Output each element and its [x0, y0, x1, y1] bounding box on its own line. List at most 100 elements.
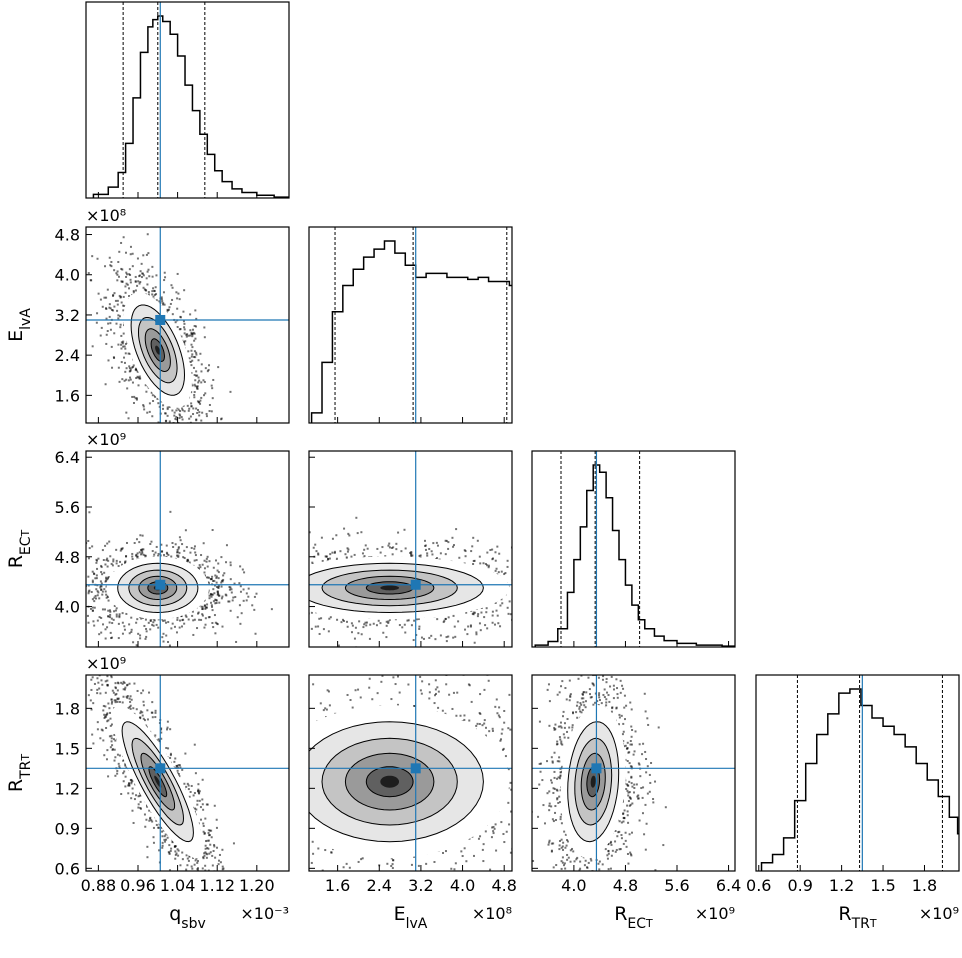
sample-point [418, 627, 421, 630]
sample-point [197, 376, 200, 379]
sample-point [124, 352, 127, 355]
sample-point [196, 861, 199, 864]
sample-point [347, 532, 350, 535]
sample-point [162, 640, 165, 643]
sample-point [140, 549, 143, 552]
sample-point [116, 279, 119, 282]
sample-point [212, 904, 214, 906]
sample-point [197, 611, 200, 614]
sample-point [302, 615, 304, 617]
sample-point [131, 381, 134, 384]
sample-point [87, 621, 90, 624]
sample-point [189, 360, 192, 363]
sample-point [526, 559, 528, 561]
sample-point [135, 377, 138, 380]
sample-point [217, 863, 220, 866]
sample-point [205, 412, 208, 415]
sample-point [197, 425, 199, 427]
sample-point [104, 680, 107, 683]
sample-point [208, 410, 211, 413]
sample-point [115, 548, 118, 551]
density-content [208, 451, 554, 647]
sample-point [165, 555, 168, 558]
sample-point [162, 302, 165, 305]
sample-point [110, 637, 113, 640]
sample-point [88, 547, 91, 550]
sample-point [196, 427, 198, 429]
sample-point [245, 599, 248, 602]
panel-frame [85, 1, 290, 199]
sample-point [208, 644, 210, 646]
sample-point [406, 619, 409, 622]
sample-point [249, 560, 251, 562]
sample-point [154, 709, 157, 712]
sample-point [201, 614, 204, 617]
sample-point [267, 936, 269, 938]
sample-point [198, 799, 201, 802]
sample-point [269, 580, 271, 582]
sample-point [546, 546, 548, 548]
sample-point [552, 571, 554, 573]
sample-point [284, 598, 286, 600]
sample-point [121, 268, 124, 271]
sample-point [125, 282, 128, 285]
sample-point [125, 378, 128, 381]
sample-point [178, 436, 180, 438]
sample-point [436, 618, 439, 621]
sample-point [296, 603, 298, 605]
density-content [69, 451, 289, 647]
sample-point [69, 619, 71, 621]
sample-point [545, 571, 547, 573]
sample-point [281, 582, 283, 584]
sample-point [146, 709, 149, 712]
sample-point [122, 680, 125, 683]
sample-point [169, 510, 172, 513]
sample-point [298, 552, 300, 554]
sample-point [113, 269, 116, 272]
sample-point [125, 271, 128, 274]
sample-point [309, 531, 311, 534]
sample-point [184, 529, 187, 532]
sample-point [176, 272, 179, 275]
sample-point [297, 583, 299, 585]
sample-point [262, 568, 264, 570]
sample-point [170, 284, 173, 287]
sample-point [444, 539, 447, 542]
sample-point [95, 588, 98, 591]
sample-point [107, 576, 110, 579]
sample-point [128, 273, 131, 276]
sample-point [190, 402, 193, 405]
sample-point [190, 391, 193, 394]
sample-point [154, 395, 157, 398]
sample-point [174, 321, 177, 324]
sample-point [129, 707, 132, 710]
sample-point [166, 406, 169, 409]
sample-point [141, 534, 144, 537]
sample-point [215, 918, 217, 920]
sample-point [97, 591, 100, 594]
sample-point [478, 622, 481, 625]
sample-point [130, 782, 133, 785]
sample-point [184, 614, 187, 617]
sample-point [216, 591, 219, 594]
sample-point [133, 798, 136, 801]
sample-point [95, 577, 98, 580]
sample-point [201, 613, 204, 616]
sample-point [321, 559, 324, 562]
sample-point [95, 558, 98, 561]
sample-point [171, 840, 174, 843]
sample-point [218, 558, 220, 560]
sample-point [87, 557, 90, 560]
sample-point [163, 303, 166, 306]
sample-point [131, 557, 134, 560]
sample-point [207, 869, 210, 871]
sample-point [238, 582, 241, 585]
sample-point [179, 539, 182, 542]
sample-point [299, 622, 301, 624]
sample-point [217, 562, 220, 565]
sample-point [93, 596, 96, 599]
sample-point [72, 580, 74, 582]
sample-point [266, 928, 268, 930]
sample-point [122, 332, 125, 335]
sample-point [152, 621, 155, 624]
